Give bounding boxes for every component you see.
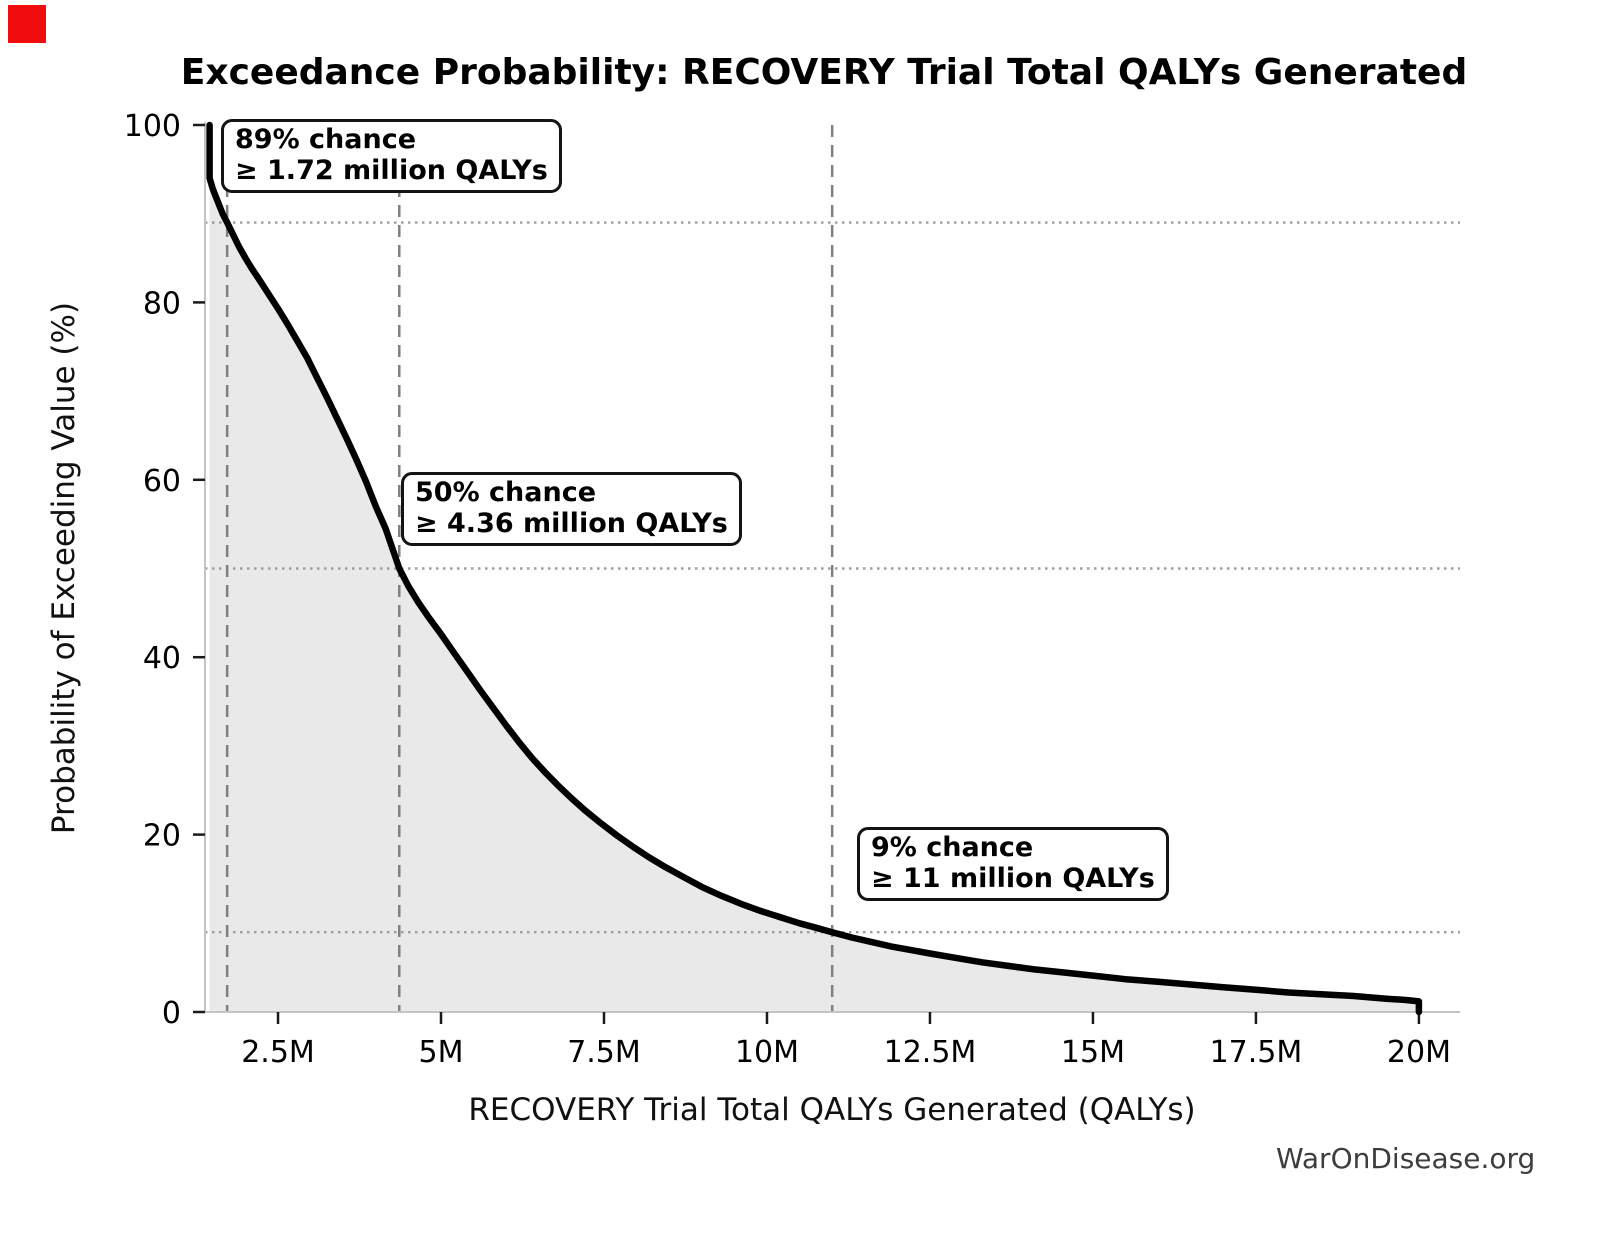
annotation-50pct-line2: ≥ 4.36 million QALYs: [415, 508, 728, 539]
annotation-9pct-line2: ≥ 11 million QALYs: [871, 863, 1155, 894]
x-tick-label: 10M: [735, 1035, 799, 1070]
red-marker-square: [8, 5, 46, 43]
x-tick-label: 17.5M: [1210, 1035, 1303, 1070]
y-tick-label: 0: [162, 996, 181, 1031]
x-tick-label: 2.5M: [241, 1035, 315, 1070]
y-tick-label: 80: [143, 286, 181, 321]
annotation-89pct-line1: 89% chance: [235, 124, 417, 155]
y-tick-label: 60: [143, 464, 181, 499]
x-tick-label: 7.5M: [567, 1035, 641, 1070]
annotation-50pct-line1: 50% chance: [415, 477, 597, 508]
annotation-9pct-line1: 9% chance: [871, 832, 1034, 863]
x-axis-label: RECOVERY Trial Total QALYs Generated (QA…: [468, 1092, 1196, 1128]
annotation-89pct: 89% chance ≥ 1.72 million QALYs: [221, 119, 562, 193]
y-tick-label: 40: [143, 641, 181, 676]
y-tick-label: 100: [124, 109, 181, 144]
annotation-50pct: 50% chance ≥ 4.36 million QALYs: [401, 472, 742, 546]
y-tick-label: 20: [143, 819, 181, 854]
x-tick-label: 15M: [1061, 1035, 1125, 1070]
curve-fill-area: [209, 125, 1419, 1012]
x-tick-label: 12.5M: [884, 1035, 977, 1070]
exceedance-curve: [206, 121, 1423, 1016]
watermark-text: WarOnDisease.org: [1276, 1142, 1536, 1175]
y-axis-label: Probability of Exceeding Value (%): [46, 301, 82, 835]
x-tick-label: 5M: [419, 1035, 464, 1070]
chart-title: Exceedance Probability: RECOVERY Trial T…: [180, 52, 1468, 93]
annotation-9pct: 9% chance ≥ 11 million QALYs: [857, 827, 1169, 901]
x-tick-label: 20M: [1387, 1035, 1451, 1070]
annotation-89pct-line2: ≥ 1.72 million QALYs: [235, 155, 548, 186]
